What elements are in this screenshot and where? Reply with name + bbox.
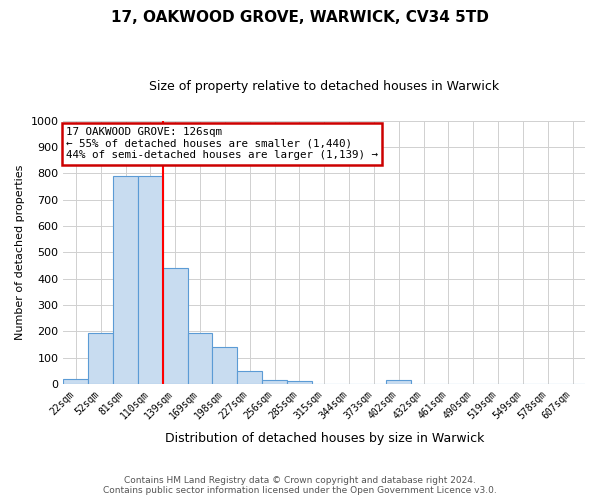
Bar <box>188 332 212 384</box>
Bar <box>163 268 188 384</box>
Bar <box>64 379 88 384</box>
Text: 17, OAKWOOD GROVE, WARWICK, CV34 5TD: 17, OAKWOOD GROVE, WARWICK, CV34 5TD <box>111 10 489 25</box>
Text: 17 OAKWOOD GROVE: 126sqm
← 55% of detached houses are smaller (1,440)
44% of sem: 17 OAKWOOD GROVE: 126sqm ← 55% of detach… <box>66 127 378 160</box>
Title: Size of property relative to detached houses in Warwick: Size of property relative to detached ho… <box>149 80 499 93</box>
Bar <box>287 382 312 384</box>
X-axis label: Distribution of detached houses by size in Warwick: Distribution of detached houses by size … <box>164 432 484 445</box>
Bar <box>138 176 163 384</box>
Bar <box>262 380 287 384</box>
Text: Contains HM Land Registry data © Crown copyright and database right 2024.
Contai: Contains HM Land Registry data © Crown c… <box>103 476 497 495</box>
Bar <box>88 332 113 384</box>
Y-axis label: Number of detached properties: Number of detached properties <box>15 164 25 340</box>
Bar <box>212 347 237 384</box>
Bar <box>237 371 262 384</box>
Bar <box>113 176 138 384</box>
Bar <box>386 380 411 384</box>
